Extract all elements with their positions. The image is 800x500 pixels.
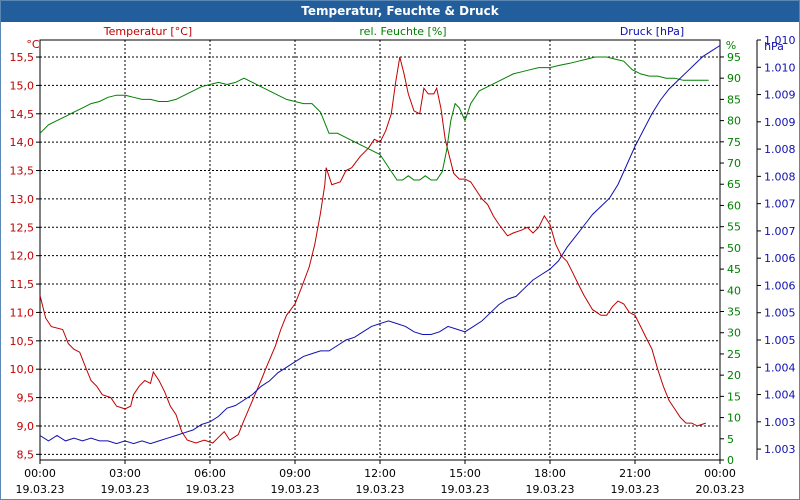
x-tick-label-date: 20.03.23 — [696, 483, 745, 496]
temp-tick-label: 13,5 — [10, 165, 35, 178]
pressure-tick-label: 1.004 — [764, 361, 796, 374]
hum-unit-label: % — [726, 39, 736, 52]
plot-area — [39, 39, 721, 461]
pressure-tick-label: 1.005 — [764, 334, 796, 347]
x-tick-label-time: 09:00 — [279, 467, 311, 480]
pressure-tick-label: 1.010 — [764, 34, 796, 47]
pressure-tick-label: 1.006 — [764, 279, 796, 292]
hum-tick-label: 85 — [727, 93, 741, 106]
pressure-tick-label: 1.007 — [764, 225, 796, 238]
hum-tick-label: 35 — [727, 306, 741, 319]
temp-tick-label: 14,5 — [10, 108, 35, 121]
x-tick-label-time: 18:00 — [534, 467, 566, 480]
pressure-tick-label: 1.009 — [764, 89, 796, 102]
temp-tick-label: 10,0 — [10, 363, 35, 376]
window-title: Temperatur, Feuchte & Druck — [1, 1, 799, 22]
x-tick-label-date: 19.03.23 — [356, 483, 405, 496]
hum-tick-label: 60 — [727, 199, 741, 212]
hum-tick-label: 45 — [727, 263, 741, 276]
temp-tick-label: 9,5 — [17, 392, 35, 405]
series-line-temperature — [39, 56, 706, 444]
pressure-tick-label: 1.003 — [764, 416, 796, 429]
temp-legend-label: Temperatur [°C] — [103, 25, 192, 38]
hum-tick-label: 75 — [727, 136, 741, 149]
x-tick-label-time: 00:00 — [704, 467, 736, 480]
x-tick-label-date: 19.03.23 — [271, 483, 320, 496]
pressure-tick-label: 1.008 — [764, 143, 796, 156]
hum-tick-label: 20 — [727, 369, 741, 382]
hum-tick-label: 55 — [727, 221, 741, 234]
pressure-tick-label: 1.004 — [764, 389, 796, 402]
temp-tick-label: 12,5 — [10, 221, 35, 234]
temp-tick-label: 11,5 — [10, 278, 35, 291]
temp-tick-label: 15,5 — [10, 51, 35, 64]
hum-tick-label: 25 — [727, 348, 741, 361]
pressure-tick-label: 1.007 — [764, 198, 796, 211]
hum-tick-label: 0 — [727, 454, 734, 467]
hum-tick-label: 15 — [727, 390, 741, 403]
pressure-tick-label: 1.010 — [764, 61, 796, 74]
x-tick-label-date: 19.03.23 — [16, 483, 65, 496]
x-tick-label-date: 19.03.23 — [186, 483, 235, 496]
hum-tick-label: 70 — [727, 157, 741, 170]
pressure-tick-label: 1.005 — [764, 307, 796, 320]
x-tick-label-date: 19.03.23 — [101, 483, 150, 496]
temp-tick-label: 12,0 — [10, 250, 35, 263]
temp-tick-label: 13,0 — [10, 193, 35, 206]
x-tick-label-time: 06:00 — [194, 467, 226, 480]
x-tick-label-time: 12:00 — [364, 467, 396, 480]
x-tick-label-time: 03:00 — [109, 467, 141, 480]
pressure-tick-label: 1.003 — [764, 443, 796, 456]
hum-legend-label: rel. Feuchte [%] — [359, 25, 446, 38]
pressure-tick-label: 1.008 — [764, 170, 796, 183]
pressure-tick-label: 1.009 — [764, 116, 796, 129]
x-tick-label-time: 15:00 — [449, 467, 481, 480]
pressure-unit-label: hPa — [764, 40, 784, 53]
temp-tick-label: 10,5 — [10, 335, 35, 348]
x-tick-label-date: 19.03.23 — [526, 483, 575, 496]
x-tick-label-date: 19.03.23 — [611, 483, 660, 496]
hum-tick-label: 65 — [727, 178, 741, 191]
hum-tick-label: 10 — [727, 412, 741, 425]
x-tick-label-time: 00:00 — [24, 467, 56, 480]
series-line-humidity — [39, 56, 709, 181]
hum-tick-label: 90 — [727, 72, 741, 85]
temp-tick-label: 14,0 — [10, 136, 35, 149]
x-tick-label-time: 21:00 — [619, 467, 651, 480]
temp-tick-label: 15,0 — [10, 79, 35, 92]
hum-tick-label: 5 — [727, 433, 734, 446]
hum-tick-label: 40 — [727, 284, 741, 297]
temp-tick-label: 11,0 — [10, 306, 35, 319]
x-tick-label-date: 19.03.23 — [441, 483, 490, 496]
hum-tick-label: 50 — [727, 242, 741, 255]
hum-tick-label: 80 — [727, 115, 741, 128]
pressure-legend-label: Druck [hPa] — [620, 25, 684, 38]
hum-tick-label: 95 — [727, 51, 741, 64]
pressure-tick-label: 1.006 — [764, 252, 796, 265]
temp-tick-label: 8,5 — [17, 448, 35, 461]
temp-tick-label: 9,0 — [17, 420, 35, 433]
hum-tick-label: 30 — [727, 327, 741, 340]
series-line-pressure — [39, 45, 721, 445]
temp-unit-label: °C — [26, 38, 40, 51]
